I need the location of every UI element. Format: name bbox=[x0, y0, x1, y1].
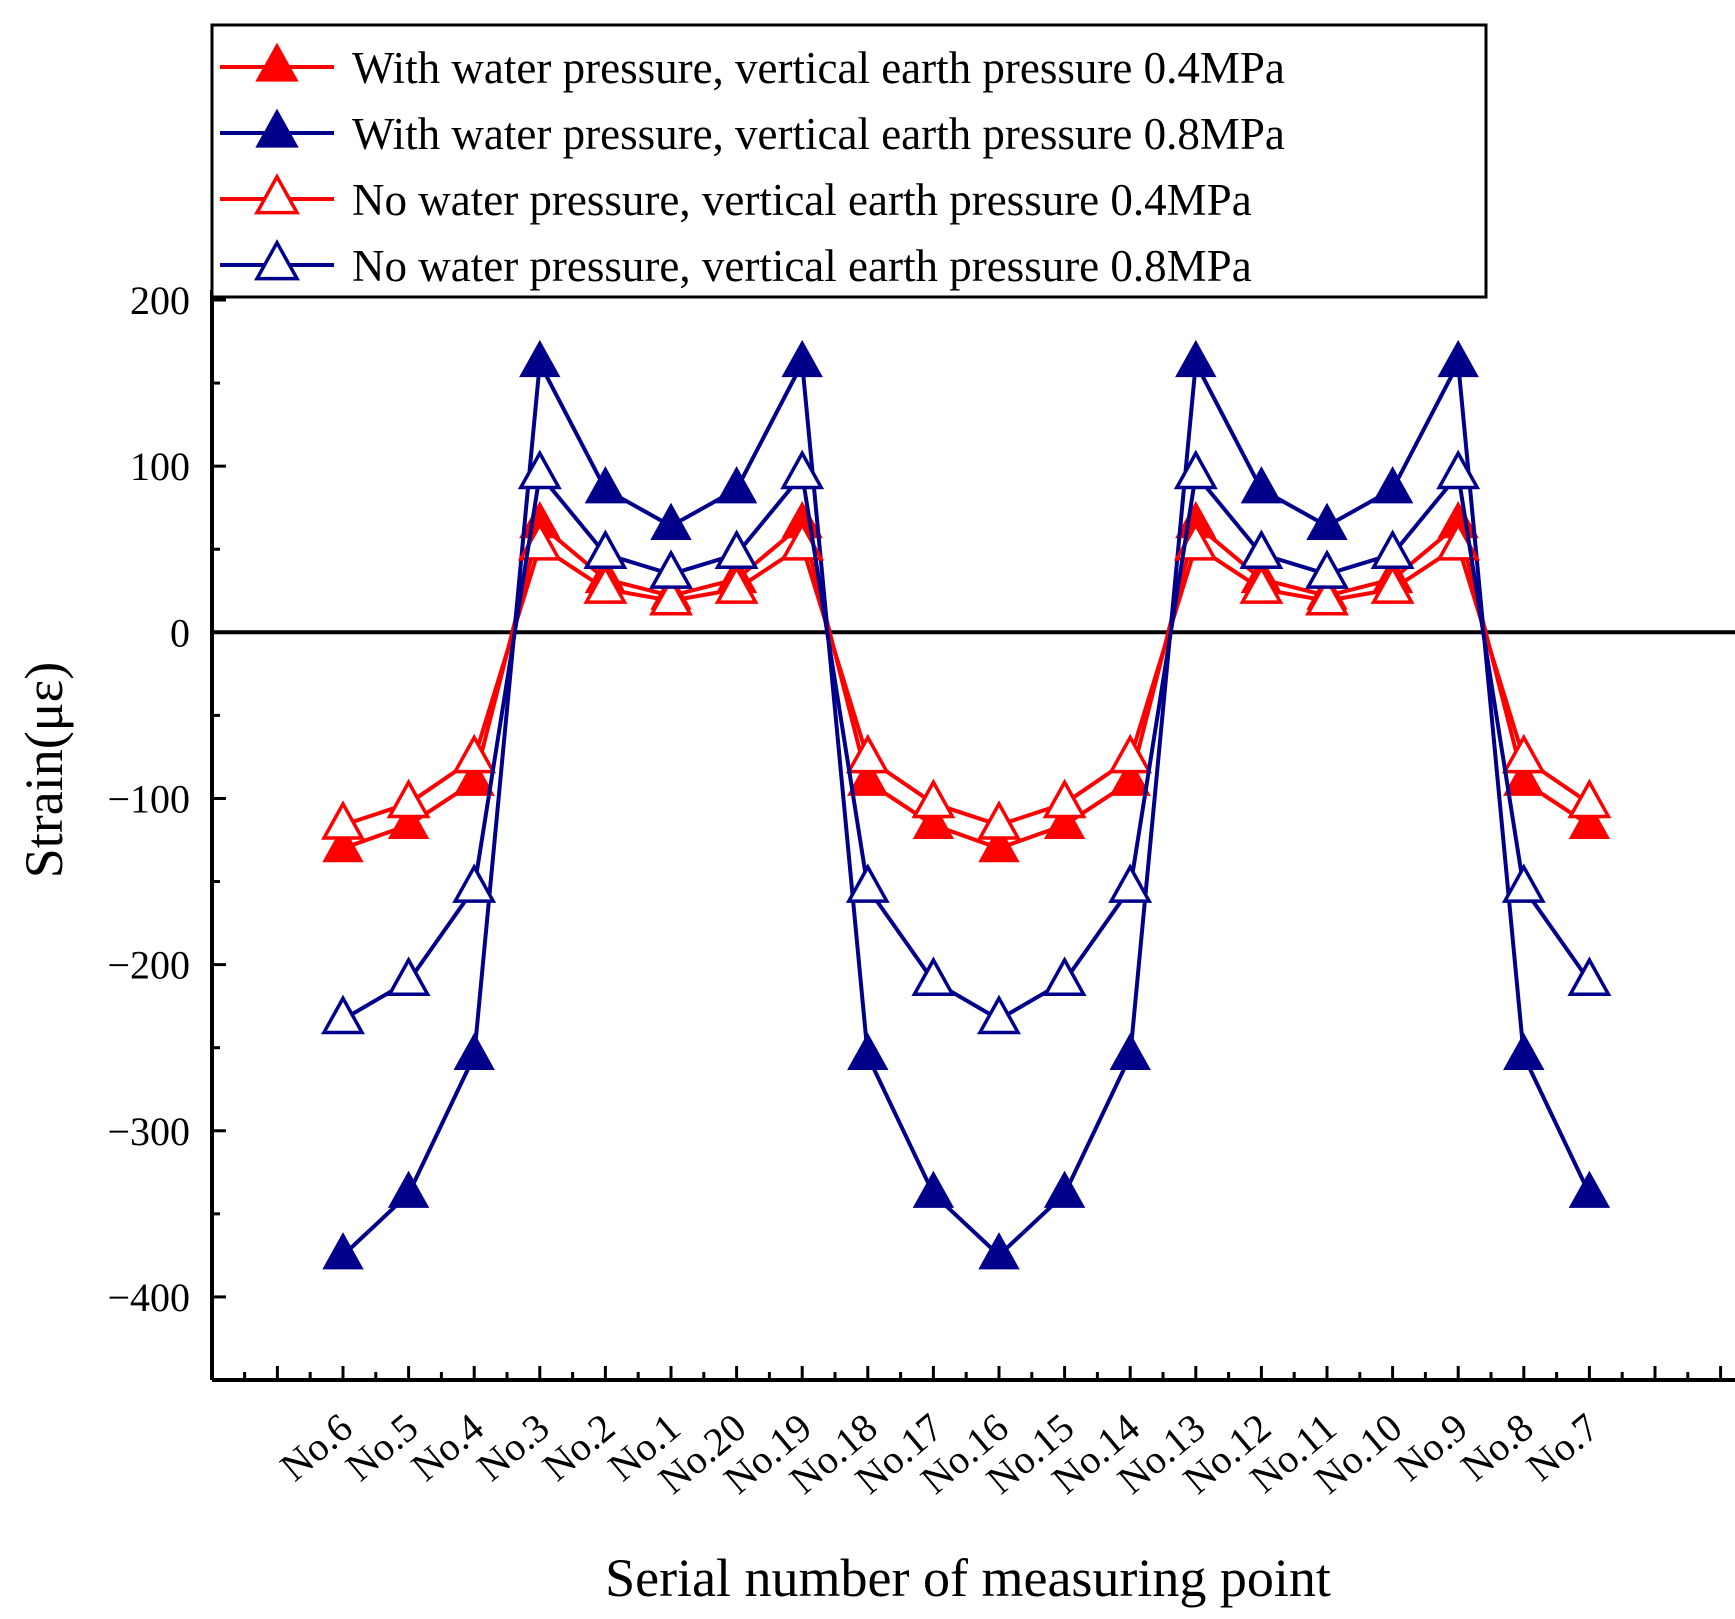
data-point bbox=[1173, 449, 1218, 490]
data-point bbox=[1042, 778, 1087, 819]
data-point bbox=[650, 502, 692, 540]
data-point bbox=[452, 863, 497, 903]
data-point bbox=[519, 339, 561, 378]
y-tick-label: 200 bbox=[130, 278, 190, 323]
data-point bbox=[584, 466, 627, 504]
data-point bbox=[911, 778, 956, 819]
data-point bbox=[1370, 529, 1415, 569]
data-point bbox=[1305, 549, 1349, 589]
legend-entry-4: No water pressure, vertical earth pressu… bbox=[220, 239, 1252, 291]
legend-marker bbox=[255, 108, 299, 148]
legend-box bbox=[210, 23, 1488, 299]
legend-entry-3: No water pressure, vertical earth pressu… bbox=[220, 173, 1252, 225]
data-point bbox=[978, 825, 1020, 863]
data-point bbox=[912, 1170, 955, 1208]
data-point bbox=[453, 1032, 495, 1070]
legend-marker bbox=[254, 239, 300, 281]
data-point bbox=[321, 800, 365, 840]
data-point bbox=[452, 733, 497, 774]
data-point bbox=[847, 1032, 889, 1070]
data-point bbox=[1568, 801, 1611, 840]
data-point bbox=[1370, 564, 1415, 604]
data-point bbox=[583, 529, 628, 569]
y-tick-label: −400 bbox=[107, 1275, 190, 1320]
data-point bbox=[321, 994, 365, 1035]
data-point bbox=[1109, 758, 1151, 796]
legend-entry-2: With water pressure, vertical earth pres… bbox=[220, 108, 1285, 159]
data-point bbox=[1239, 564, 1284, 604]
data-point bbox=[649, 549, 693, 589]
data-point bbox=[1567, 956, 1612, 996]
data-point bbox=[583, 564, 628, 604]
data-point bbox=[845, 733, 890, 774]
y-tick-label: 100 bbox=[130, 444, 190, 489]
legend-label: No water pressure, vertical earth pressu… bbox=[352, 175, 1252, 225]
data-point bbox=[387, 801, 430, 840]
y-tick-labels: 200 100 0 −100 −200 −300 −400 bbox=[107, 278, 190, 1320]
data-point bbox=[1437, 339, 1479, 378]
data-point bbox=[1042, 956, 1087, 996]
data-point bbox=[1436, 449, 1481, 490]
data-point bbox=[1567, 778, 1612, 819]
data-point bbox=[1108, 733, 1153, 774]
data-point bbox=[715, 466, 758, 504]
data-point bbox=[847, 758, 889, 796]
data-point bbox=[517, 449, 562, 490]
data-point bbox=[1109, 1032, 1151, 1070]
data-point bbox=[978, 1232, 1020, 1270]
legend-label: With water pressure, vertical earth pres… bbox=[352, 109, 1285, 159]
data-point bbox=[911, 956, 956, 996]
data-point bbox=[912, 801, 955, 840]
data-point bbox=[1503, 758, 1545, 796]
series-2 bbox=[322, 339, 1611, 1270]
legend-marker bbox=[255, 42, 299, 82]
data-point bbox=[781, 339, 823, 378]
y-tick-label: 0 bbox=[170, 610, 190, 655]
legend: With water pressure, vertical earth pres… bbox=[210, 23, 1488, 299]
series-4 bbox=[321, 449, 1612, 1035]
legend-marker bbox=[254, 173, 300, 215]
data-point bbox=[322, 825, 364, 863]
data-point bbox=[1240, 466, 1283, 504]
data-point bbox=[649, 575, 693, 616]
series-layer bbox=[321, 339, 1612, 1270]
data-point bbox=[1568, 1170, 1611, 1208]
data-point bbox=[1043, 801, 1086, 840]
data-point bbox=[845, 863, 890, 903]
data-point bbox=[453, 758, 495, 796]
data-point bbox=[1501, 863, 1546, 903]
y-tick-label: −300 bbox=[107, 1109, 190, 1154]
data-point bbox=[1503, 1032, 1545, 1070]
data-point bbox=[1306, 502, 1348, 540]
legend-entry-1: With water pressure, vertical earth pres… bbox=[220, 42, 1285, 93]
data-point bbox=[1501, 733, 1546, 774]
axes bbox=[210, 290, 1735, 1382]
data-point bbox=[977, 994, 1021, 1035]
data-point bbox=[1175, 339, 1217, 378]
data-point bbox=[1371, 466, 1414, 504]
data-point bbox=[387, 1170, 430, 1208]
data-point bbox=[1305, 575, 1349, 616]
y-tick-label: −100 bbox=[107, 776, 190, 821]
data-point bbox=[714, 564, 759, 604]
data-point bbox=[1043, 1170, 1086, 1208]
y-axis-title: Strain(με) bbox=[14, 662, 74, 879]
data-point bbox=[386, 778, 431, 819]
data-point bbox=[780, 449, 825, 490]
data-point bbox=[1239, 529, 1284, 569]
series-3 bbox=[321, 521, 1612, 840]
legend-label: With water pressure, vertical earth pres… bbox=[352, 43, 1285, 93]
data-point bbox=[1108, 863, 1153, 903]
x-axis-title: Serial number of measuring point bbox=[605, 1548, 1331, 1608]
y-tick-label: −200 bbox=[107, 943, 190, 988]
data-point bbox=[322, 1232, 364, 1270]
legend-label: No water pressure, vertical earth pressu… bbox=[352, 241, 1252, 291]
data-point bbox=[714, 529, 759, 569]
data-point bbox=[386, 956, 431, 996]
data-point bbox=[977, 800, 1021, 840]
